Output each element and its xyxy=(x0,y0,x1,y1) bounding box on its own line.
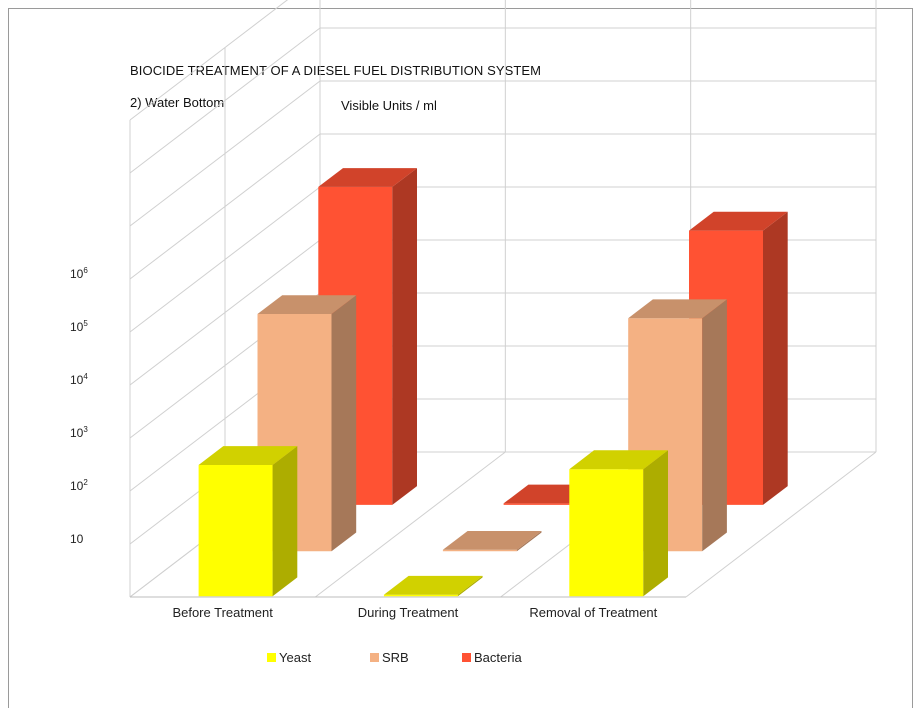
floor-line xyxy=(685,451,877,598)
bar-bacteria-top xyxy=(318,168,417,187)
y-tick-label: 10 xyxy=(70,532,84,546)
legend-label-srb: SRB xyxy=(382,650,409,665)
bar-yeast-side xyxy=(643,450,668,597)
y-tick-label: 102 xyxy=(70,478,88,493)
legend-swatch-bacteria xyxy=(462,653,471,662)
legend-label-yeast: Yeast xyxy=(279,650,311,665)
bar-bacteria-top xyxy=(689,211,788,231)
bar-srb-front xyxy=(442,549,517,552)
y-axis-label: Visible Units / ml xyxy=(341,98,437,113)
chart-subtitle: 2) Water Bottom xyxy=(130,95,225,110)
bar-srb-top xyxy=(257,295,357,314)
bar-srb-side xyxy=(331,295,357,552)
bar-yeast-side xyxy=(457,575,483,597)
y-tick-label: 105 xyxy=(70,319,88,334)
x-tick-label: During Treatment xyxy=(358,605,459,620)
bar-yeast-top xyxy=(569,450,668,470)
legend-swatch-srb xyxy=(370,653,379,662)
bar-yeast-front xyxy=(569,469,644,597)
bar-yeast-front xyxy=(198,465,273,597)
y-tick-label: 104 xyxy=(70,372,88,387)
bar-yeast-front xyxy=(383,594,458,597)
floor-line xyxy=(315,451,506,598)
legend-swatch-yeast xyxy=(267,653,276,662)
x-tick-label: Before Treatment xyxy=(172,605,273,620)
chart-title: BIOCIDE TREATMENT OF A DIESEL FUEL DISTR… xyxy=(130,63,542,78)
x-tick-label: Removal of Treatment xyxy=(529,605,657,620)
bar-bacteria-side xyxy=(763,211,788,505)
y-tick-label: 103 xyxy=(70,425,88,440)
bar-yeast-side xyxy=(272,446,298,597)
y-tick-label: 106 xyxy=(70,266,88,281)
bar-srb-top xyxy=(628,299,727,319)
bar-yeast-top xyxy=(383,575,483,595)
bar-srb-side xyxy=(516,531,542,552)
bar-bacteria-front xyxy=(503,503,578,505)
bar-bacteria-side xyxy=(392,168,417,505)
legend-label-bacteria: Bacteria xyxy=(474,650,522,665)
bar-srb-top xyxy=(442,531,542,550)
chart-frame xyxy=(8,8,913,708)
bar-srb-side xyxy=(702,299,727,552)
bar-yeast-top xyxy=(198,446,298,465)
